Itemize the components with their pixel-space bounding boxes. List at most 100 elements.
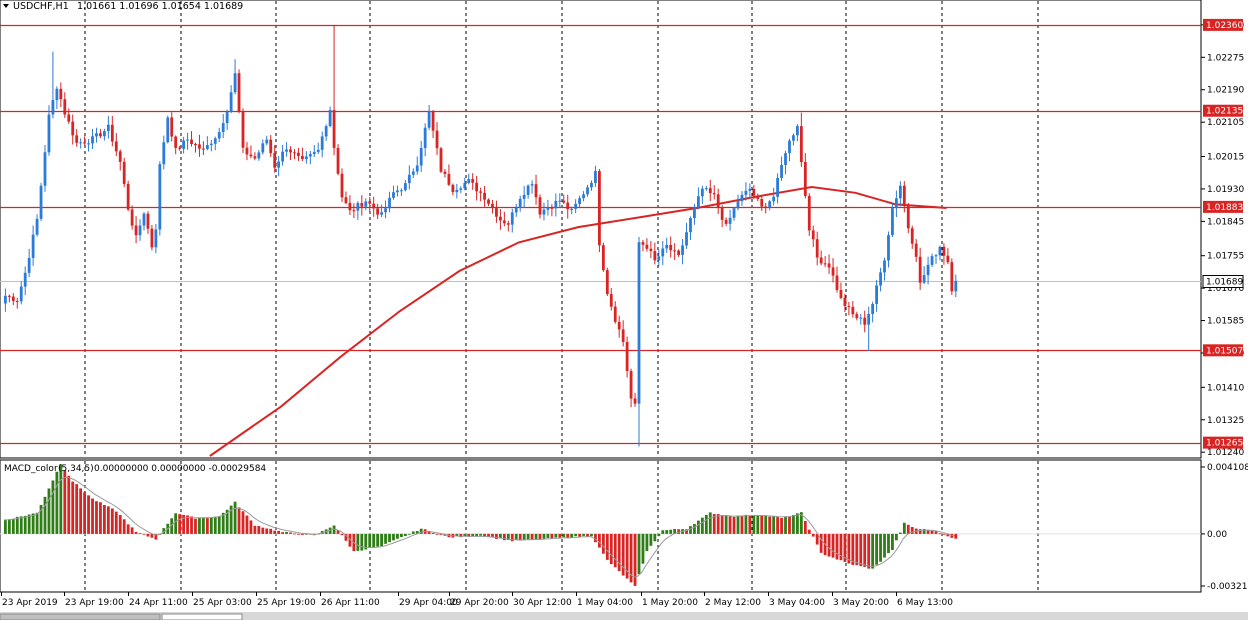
macd-bar [340,533,344,536]
macd-bar [360,533,364,551]
macd-bar [910,527,914,534]
macd-bar [518,533,522,541]
candle-body [495,208,498,217]
candle-body [740,194,744,202]
macd-bar [788,516,791,534]
macd-bar [35,512,39,534]
candle-body [312,151,316,155]
macd-bar [297,533,300,535]
candle-body [582,194,585,199]
macd-bar [883,533,886,558]
macd-bar [689,526,692,534]
symbol-dropdown-icon[interactable] [3,4,9,8]
candle-body [510,212,514,225]
candle-body [225,111,229,124]
candle-body [103,131,106,137]
candle-body [839,289,843,298]
candle-body [530,184,534,186]
candle-body [752,188,756,196]
price-tick-label: 1.01845 [1207,217,1244,227]
candle-body [202,148,205,150]
chart-tab[interactable] [0,613,161,620]
candle-body [273,153,277,168]
macd-bar [194,518,197,534]
candle-body [661,248,665,257]
candle-body [879,272,882,286]
macd-bar [130,527,134,534]
macd-bar [59,464,63,534]
candle-body [693,207,696,219]
candle-body [455,189,459,193]
macd-bar [891,533,894,550]
macd-bar [67,475,71,534]
macd-bar [530,533,534,540]
macd-bar [649,533,653,546]
candle-body [613,306,617,322]
candle-body [392,192,395,198]
macd-bar [257,525,261,534]
candle-body [546,207,550,210]
macd-bar [407,533,411,535]
macd-bar [285,531,288,534]
level-tag-label: 1.01507 [1206,346,1243,356]
candle-body [166,117,170,143]
macd-bar [582,533,585,536]
candle-body [665,244,669,249]
macd-bar [768,516,772,534]
macd-bar [376,533,380,547]
candle-body [368,201,372,204]
candle-body [891,208,894,236]
candle-body [344,197,348,203]
macd-bar [217,516,221,534]
candle-body [697,196,700,208]
macd-bar [756,515,760,534]
macd-bar [209,517,213,534]
macd-bar [942,533,946,535]
macd-bar [740,516,744,534]
macd-bar [289,532,292,534]
macd-bar [431,532,435,534]
candle-body [574,203,578,209]
price-tick-label: 1.02015 [1207,153,1244,163]
candle-body [439,148,443,172]
macd-bar [736,515,740,534]
candle-body [871,303,875,315]
candle-body [851,306,855,315]
candle-body [71,121,75,136]
macd-bar [253,525,257,534]
candle-body [134,225,138,236]
macd-bar [712,514,716,534]
macd-bar [839,533,843,561]
candle-body [895,198,898,209]
candle-body [451,184,455,193]
macd-bar [380,533,383,547]
candle-body [918,256,922,283]
macd-bar [657,533,661,537]
macd-bar [245,515,249,534]
chart-tab-active[interactable] [161,613,243,620]
macd-bar [301,533,304,535]
macd-bar [372,533,376,548]
macd-bar [946,533,950,537]
macd-bar [15,516,19,534]
macd-bar [796,513,799,534]
candle-body [906,206,910,229]
candle-body [209,143,213,145]
candle-body [471,179,475,183]
price-axis: 1.02360 1.02275 1.02190 1.02105 1.02015 1.019… [1201,18,1248,592]
macd-bar [79,488,83,534]
candle-body [320,136,324,150]
current-price-label: 1.01689 [1206,278,1243,288]
time-tick-label: 25 Apr 03:00 [193,598,252,608]
candle-body [708,188,712,194]
macd-bar [506,533,510,541]
macd-bar [502,533,506,541]
candle-body [47,114,51,153]
candle-body [364,201,368,207]
macd-tick-label: 0.00 [1207,530,1227,540]
candle-body [35,218,39,235]
macd-bar [103,504,106,534]
candle-body [598,171,601,246]
macd-bar [71,481,75,534]
candle-body [772,196,776,202]
